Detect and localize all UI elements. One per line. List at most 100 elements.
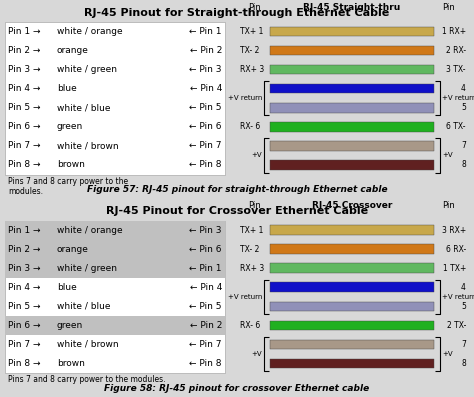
Text: Pin 3 →: Pin 3 → (8, 264, 40, 273)
Text: TX+ 1: TX+ 1 (240, 27, 264, 36)
Text: 5: 5 (461, 302, 466, 311)
Text: ← Pin 8: ← Pin 8 (190, 359, 222, 368)
Bar (270, 301, 434, 311)
Text: white / orange: white / orange (57, 225, 123, 235)
Text: TX- 2: TX- 2 (240, 245, 259, 254)
Text: ← Pin 6: ← Pin 6 (190, 245, 222, 254)
Text: white / orange: white / orange (57, 27, 123, 36)
Text: RX+ 3: RX+ 3 (240, 65, 264, 74)
Text: Pins 7 and 8 carry power to the modules.: Pins 7 and 8 carry power to the modules. (8, 375, 165, 384)
Text: ← Pin 3: ← Pin 3 (190, 225, 222, 235)
Text: Pin 2 →: Pin 2 → (8, 245, 40, 254)
Text: 3 RX+: 3 RX+ (442, 225, 466, 235)
Text: blue: blue (57, 283, 77, 292)
Text: Pin 4 →: Pin 4 → (8, 84, 40, 93)
Text: Pin 6 →: Pin 6 → (8, 122, 40, 131)
Text: ← Pin 8: ← Pin 8 (190, 160, 222, 170)
Text: green: green (57, 122, 83, 131)
Text: +V return: +V return (228, 294, 262, 300)
Text: Pin 5 →: Pin 5 → (8, 302, 40, 311)
Text: +V: +V (251, 351, 262, 357)
Text: 2 RX-: 2 RX- (446, 46, 466, 55)
Text: Pin: Pin (443, 202, 456, 210)
Text: 4: 4 (461, 84, 466, 93)
Text: 8: 8 (461, 359, 466, 368)
Bar (270, 340, 434, 349)
Text: +V: +V (251, 152, 262, 158)
Text: Pin 7 →: Pin 7 → (8, 340, 40, 349)
Text: ← Pin 5: ← Pin 5 (190, 103, 222, 112)
Text: 3 TX-: 3 TX- (447, 65, 466, 74)
Bar (270, 84, 434, 93)
Bar (270, 27, 434, 36)
Bar (270, 46, 434, 55)
Text: Pin 5 →: Pin 5 → (8, 103, 40, 112)
Text: Figure 58: RJ-45 pinout for crossover Ethernet cable: Figure 58: RJ-45 pinout for crossover Et… (104, 384, 370, 393)
Bar (270, 103, 434, 112)
Text: Pin 6 →: Pin 6 → (8, 321, 40, 330)
Bar (270, 65, 434, 74)
Text: RX+ 3: RX+ 3 (240, 264, 264, 273)
Text: ← Pin 4: ← Pin 4 (190, 84, 222, 93)
Bar (5, 239, 225, 258)
Text: Pin 8 →: Pin 8 → (8, 160, 40, 170)
Text: Pin 1 →: Pin 1 → (8, 27, 40, 36)
Text: ← Pin 2: ← Pin 2 (190, 321, 222, 330)
Text: Pin 4 →: Pin 4 → (8, 283, 40, 292)
Bar (5, 220, 225, 239)
Bar (5, 22, 225, 175)
Text: +V return: +V return (228, 95, 262, 101)
Text: ← Pin 7: ← Pin 7 (190, 141, 222, 150)
Text: Pins 7 and 8 carry power to the
modules.: Pins 7 and 8 carry power to the modules. (8, 177, 128, 196)
Text: Pin: Pin (249, 202, 261, 210)
Text: blue: blue (57, 84, 77, 93)
Text: ← Pin 5: ← Pin 5 (190, 302, 222, 311)
Text: brown: brown (57, 160, 85, 170)
Text: 1 TX+: 1 TX+ (443, 264, 466, 273)
Text: ← Pin 1: ← Pin 1 (190, 27, 222, 36)
Text: 4: 4 (461, 283, 466, 292)
Text: 1 RX+: 1 RX+ (442, 27, 466, 36)
Bar (5, 316, 225, 335)
Text: orange: orange (57, 245, 89, 254)
Text: RJ-45 Pinout for Crossover Ethernet Cable: RJ-45 Pinout for Crossover Ethernet Cabl… (106, 206, 368, 216)
Text: orange: orange (57, 46, 89, 55)
Text: Figure 57: RJ-45 pinout for straight-through Ethernet cable: Figure 57: RJ-45 pinout for straight-thr… (87, 185, 387, 195)
Text: brown: brown (57, 359, 85, 368)
Text: 6 TX-: 6 TX- (447, 122, 466, 131)
Text: white / brown: white / brown (57, 340, 118, 349)
Bar (270, 263, 434, 273)
Text: 5: 5 (461, 103, 466, 112)
Bar (5, 258, 225, 278)
Text: ← Pin 4: ← Pin 4 (190, 283, 222, 292)
Bar (270, 122, 434, 132)
Text: Pin: Pin (249, 3, 261, 12)
Text: white / brown: white / brown (57, 141, 118, 150)
Text: RJ-45 Pinout for Straight-through Ethernet Cable: RJ-45 Pinout for Straight-through Ethern… (84, 8, 390, 18)
Text: white / blue: white / blue (57, 302, 110, 311)
Text: white / green: white / green (57, 65, 117, 74)
Text: Pin 2 →: Pin 2 → (8, 46, 40, 55)
Text: ← Pin 7: ← Pin 7 (190, 340, 222, 349)
Bar (270, 160, 434, 170)
Text: 8: 8 (461, 160, 466, 170)
Text: ← Pin 1: ← Pin 1 (190, 264, 222, 273)
Bar (270, 321, 434, 330)
Text: white / green: white / green (57, 264, 117, 273)
Text: Pin 8 →: Pin 8 → (8, 359, 40, 368)
Text: ← Pin 3: ← Pin 3 (190, 65, 222, 74)
Text: RJ-45 Straight-thru: RJ-45 Straight-thru (303, 3, 401, 12)
Text: RX- 6: RX- 6 (240, 321, 260, 330)
Bar (270, 244, 434, 254)
Text: RJ-45 Crossover: RJ-45 Crossover (312, 202, 392, 210)
Text: ← Pin 2: ← Pin 2 (190, 46, 222, 55)
Text: +V: +V (442, 152, 453, 158)
Text: RX- 6: RX- 6 (240, 122, 260, 131)
Text: +V return: +V return (442, 294, 474, 300)
Text: Pin 1 →: Pin 1 → (8, 225, 40, 235)
Bar (5, 220, 225, 373)
Text: TX- 2: TX- 2 (240, 46, 259, 55)
Text: 7: 7 (461, 340, 466, 349)
Text: +V return: +V return (442, 95, 474, 101)
Text: +V: +V (442, 351, 453, 357)
